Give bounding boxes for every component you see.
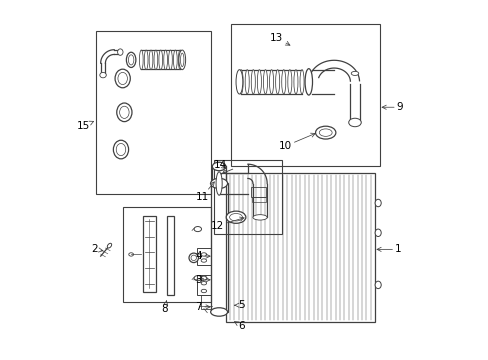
Ellipse shape: [348, 118, 361, 127]
Ellipse shape: [263, 70, 267, 94]
Ellipse shape: [100, 72, 106, 78]
Ellipse shape: [305, 69, 312, 95]
Ellipse shape: [116, 143, 125, 156]
Ellipse shape: [126, 52, 136, 67]
Ellipse shape: [374, 229, 381, 237]
Ellipse shape: [226, 211, 245, 223]
Ellipse shape: [128, 55, 134, 65]
Text: 5: 5: [234, 300, 244, 310]
Text: 7: 7: [195, 302, 210, 312]
Ellipse shape: [144, 50, 148, 70]
Ellipse shape: [154, 50, 158, 70]
Text: 11: 11: [195, 182, 214, 202]
Bar: [225, 173, 374, 322]
Bar: [210, 183, 227, 312]
Text: 2: 2: [91, 244, 102, 255]
Ellipse shape: [251, 70, 255, 94]
Ellipse shape: [293, 70, 297, 94]
Text: 14: 14: [214, 160, 227, 170]
Text: 10: 10: [278, 133, 315, 151]
Ellipse shape: [374, 281, 381, 289]
Ellipse shape: [159, 50, 163, 70]
Bar: [197, 248, 210, 265]
Ellipse shape: [179, 50, 185, 70]
Ellipse shape: [374, 199, 381, 207]
Ellipse shape: [139, 50, 143, 70]
Bar: [214, 160, 281, 234]
Ellipse shape: [163, 50, 167, 70]
Bar: [230, 24, 379, 166]
Ellipse shape: [120, 106, 129, 118]
Ellipse shape: [118, 72, 127, 85]
Ellipse shape: [212, 162, 225, 171]
Ellipse shape: [107, 243, 111, 248]
Text: 3: 3: [195, 275, 210, 285]
Ellipse shape: [287, 70, 291, 94]
Ellipse shape: [216, 172, 222, 195]
Ellipse shape: [319, 129, 331, 136]
Bar: [142, 216, 156, 292]
Bar: [122, 207, 210, 302]
Bar: [166, 216, 174, 295]
Ellipse shape: [315, 126, 335, 139]
Text: 15: 15: [77, 121, 93, 131]
Bar: [197, 275, 210, 295]
Ellipse shape: [210, 178, 227, 189]
Ellipse shape: [299, 70, 304, 94]
Text: 13: 13: [269, 33, 289, 45]
Ellipse shape: [168, 50, 172, 70]
Ellipse shape: [239, 70, 243, 94]
Ellipse shape: [275, 70, 279, 94]
Text: 12: 12: [210, 217, 244, 231]
Text: 4: 4: [195, 251, 210, 261]
Ellipse shape: [210, 308, 227, 316]
Bar: [251, 187, 266, 197]
Ellipse shape: [117, 49, 123, 55]
Ellipse shape: [257, 70, 261, 94]
Bar: [251, 197, 265, 202]
Ellipse shape: [350, 71, 358, 76]
Ellipse shape: [244, 70, 249, 94]
Ellipse shape: [281, 70, 285, 94]
Ellipse shape: [117, 103, 132, 122]
Bar: [96, 31, 210, 194]
Text: 9: 9: [381, 102, 403, 112]
Ellipse shape: [115, 69, 130, 88]
Ellipse shape: [229, 213, 242, 221]
Ellipse shape: [113, 140, 128, 159]
Ellipse shape: [191, 255, 196, 261]
Ellipse shape: [173, 50, 177, 70]
Ellipse shape: [236, 70, 243, 94]
Bar: [200, 295, 210, 309]
Text: 8: 8: [162, 301, 168, 314]
Text: 1: 1: [376, 244, 401, 255]
Ellipse shape: [149, 50, 153, 70]
Ellipse shape: [178, 50, 182, 70]
Ellipse shape: [180, 53, 183, 67]
Ellipse shape: [269, 70, 273, 94]
Ellipse shape: [189, 253, 198, 262]
Text: 6: 6: [234, 320, 244, 330]
Ellipse shape: [252, 215, 266, 220]
